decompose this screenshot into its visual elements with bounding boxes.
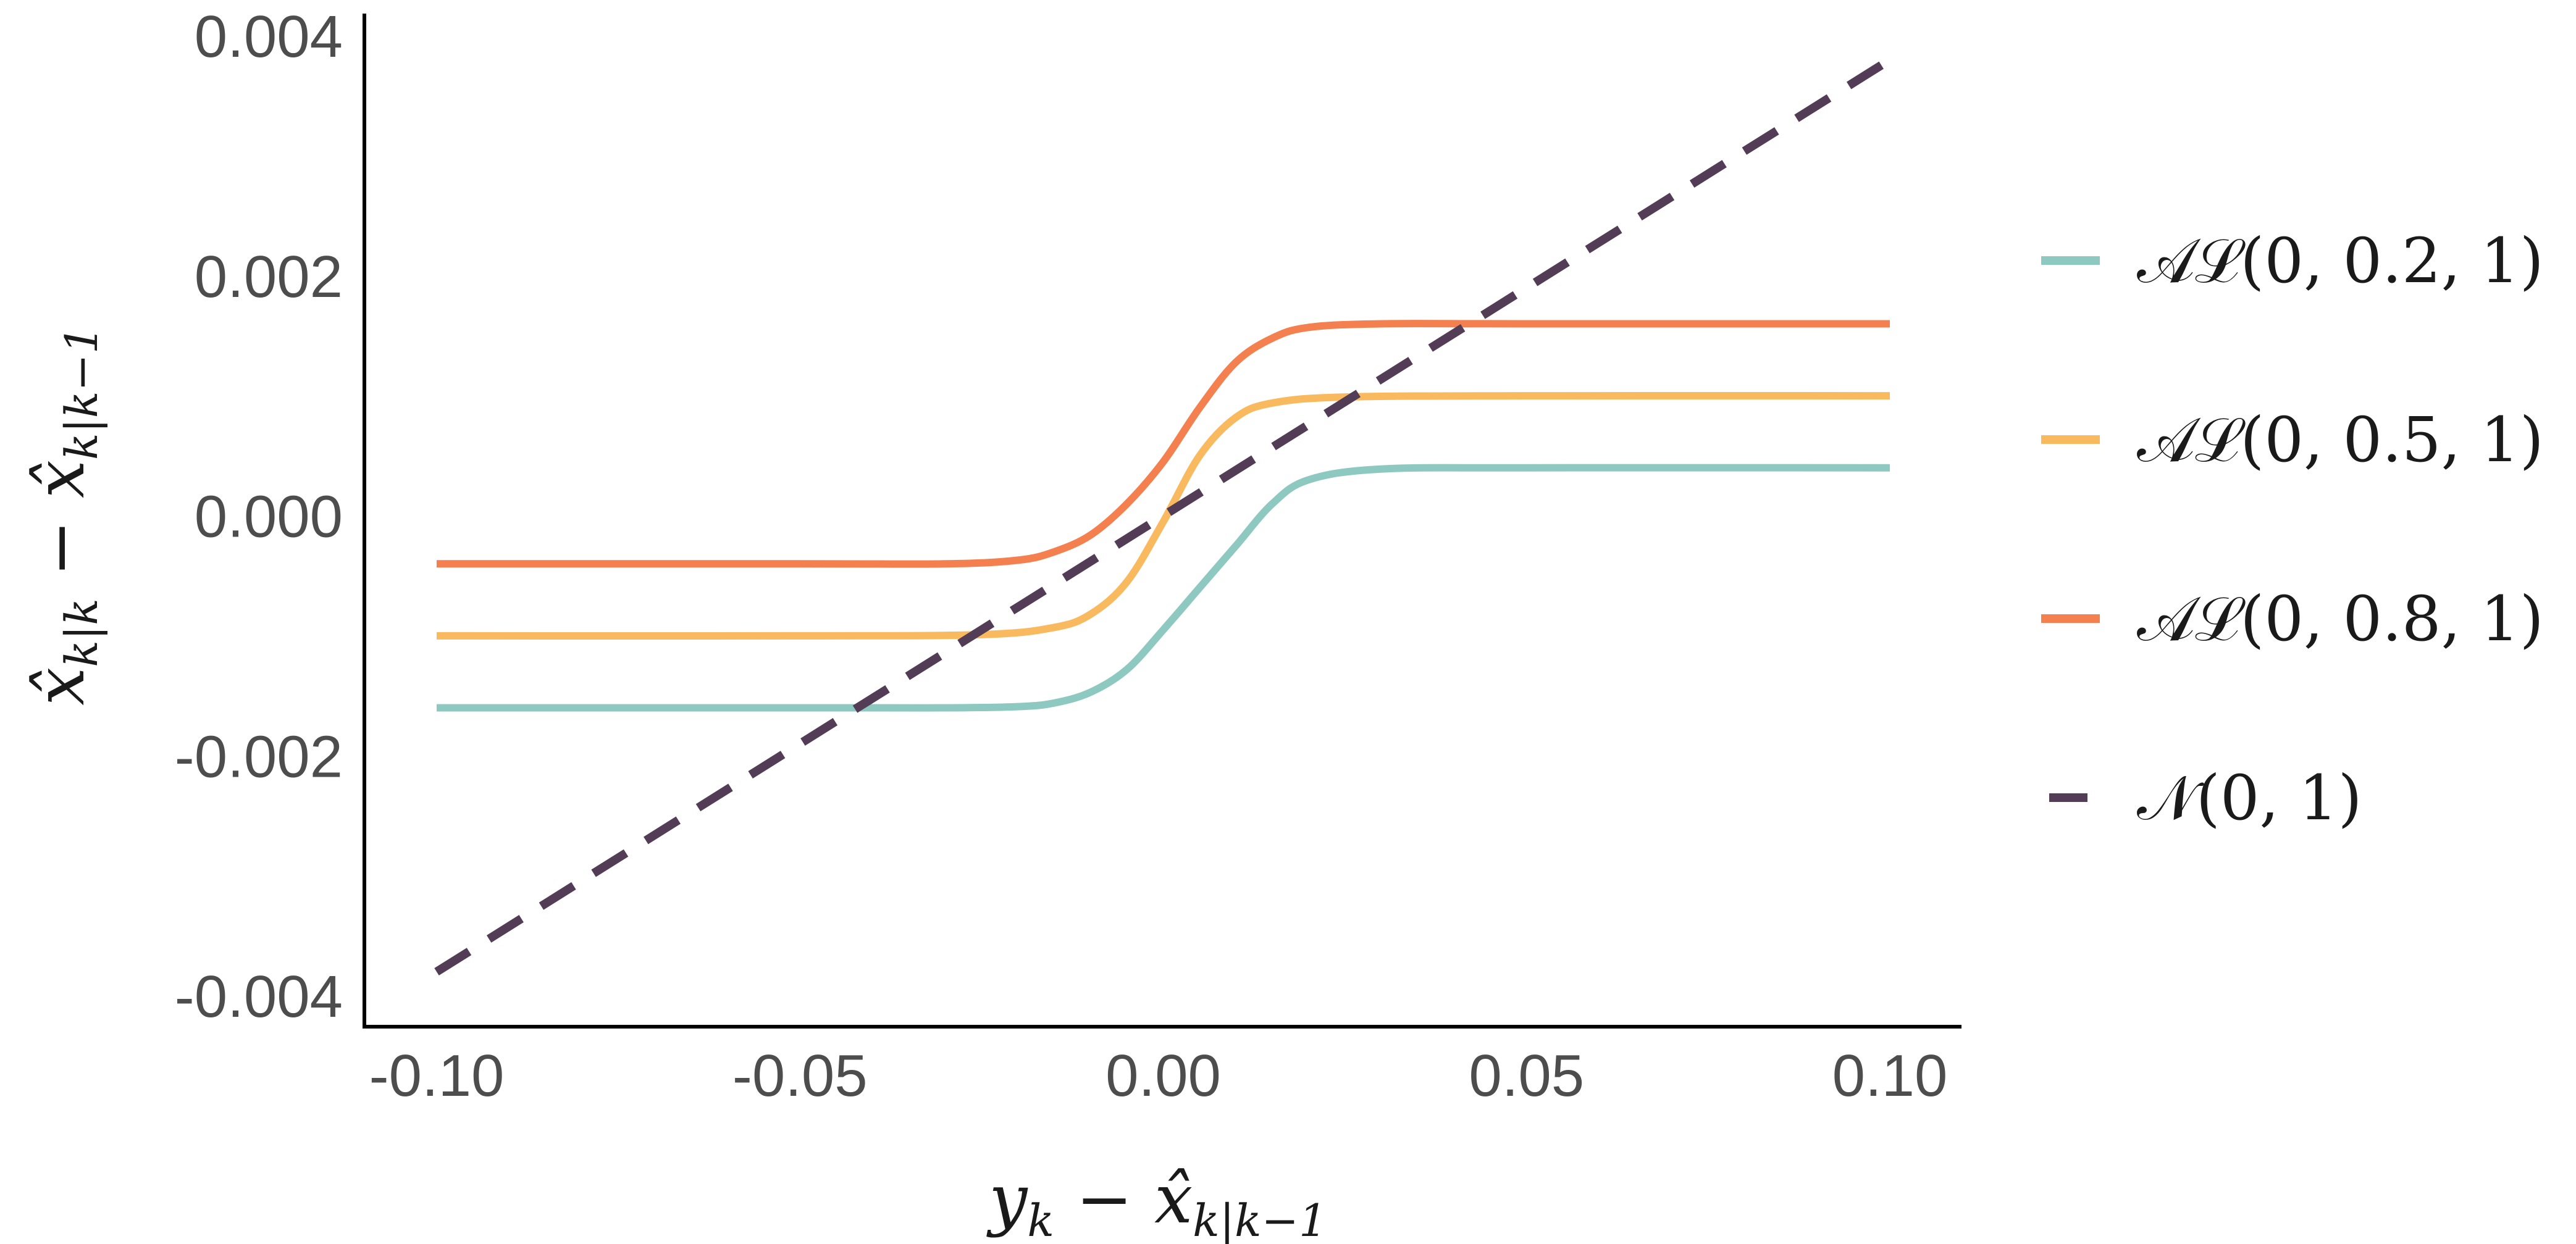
y-tick-label-3: 0.000 (195, 484, 343, 550)
x-tick-label-5: 0.10 (1832, 1043, 1948, 1109)
legend-label-2: 𝒜ℒ(0, 0.5, 1) (2137, 404, 2544, 476)
plot-series-group (434, 56, 1892, 976)
x-tick-label-2: -0.05 (732, 1043, 868, 1109)
y-tick-label-1: 0.004 (195, 4, 343, 70)
y-tick-label-2: 0.002 (195, 244, 343, 310)
legend-label-3: 𝒜ℒ(0, 0.8, 1) (2137, 583, 2544, 655)
y-tick-label-5: -0.004 (175, 964, 343, 1030)
y-tick-labels: 0.004 0.002 0.000 -0.002 -0.004 (175, 4, 343, 1030)
series-line-1 (436, 464, 1890, 712)
series-line-3 (437, 320, 1890, 568)
legend-label-4: 𝒩(0, 1) (2137, 762, 2362, 834)
x-tick-label-3: 0.00 (1105, 1043, 1221, 1109)
series-line-4 (434, 56, 1892, 976)
legend: 𝒜ℒ(0, 0.2, 1) 𝒜ℒ(0, 0.5, 1) 𝒜ℒ(0, 0.8, 1) 𝒩… (2041, 225, 2544, 834)
y-axis-title: x̂k|k − x̂k|k−1 (20, 325, 107, 705)
x-axis-title: yk − x̂k|k−1 (986, 1159, 1327, 1244)
series-line-2 (436, 391, 1890, 640)
x-tick-labels: -0.10 -0.05 0.00 0.05 0.10 (369, 1043, 1948, 1109)
y-tick-label-4: -0.002 (175, 724, 343, 790)
x-tick-label-1: -0.10 (369, 1043, 505, 1109)
legend-label-1: 𝒜ℒ(0, 0.2, 1) (2137, 225, 2544, 297)
x-tick-label-4: 0.05 (1469, 1043, 1584, 1109)
